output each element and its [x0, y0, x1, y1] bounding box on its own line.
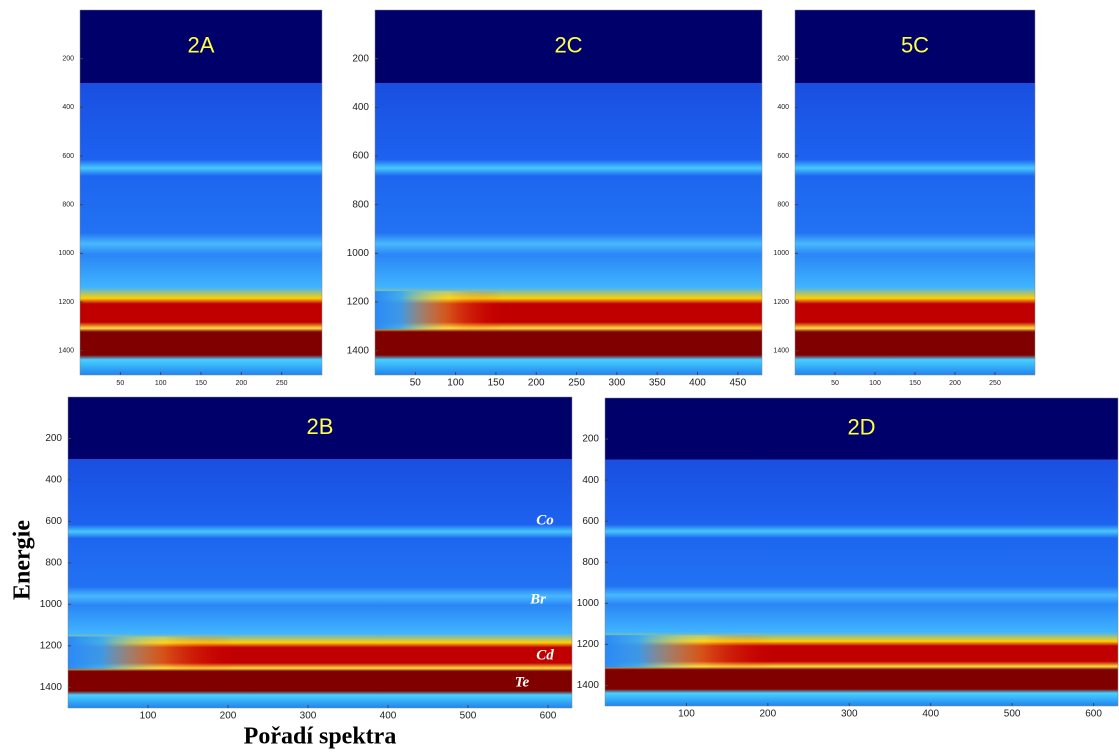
y-tick-label: 600	[777, 153, 789, 160]
x-tick-label: 150	[488, 378, 505, 389]
x-tick-label: 300	[609, 378, 626, 389]
x-tick-label: 200	[528, 378, 545, 389]
x-axis-label: Pořadí spektra	[244, 724, 397, 750]
y-tick-label: 200	[352, 53, 369, 64]
y-tick-label: 600	[45, 516, 62, 527]
y-tick-label: 800	[777, 202, 789, 209]
annotation: Co	[536, 512, 554, 528]
y-tick-label: 400	[45, 475, 62, 486]
y-tick-label: 400	[352, 102, 369, 113]
heatmap-fade	[375, 291, 588, 330]
y-tick-label: 1400	[58, 348, 74, 355]
y-tick-label: 800	[352, 199, 369, 210]
panel-title: 2C	[554, 32, 582, 57]
panel-title: 2D	[847, 415, 875, 440]
y-tick-label: 1200	[773, 299, 789, 306]
y-axis-label: Energie	[10, 520, 36, 600]
x-tick-label: 200	[760, 709, 777, 720]
y-tick-label: 1400	[773, 348, 789, 355]
x-tick-label: 50	[116, 380, 124, 387]
y-tick-label: 800	[582, 557, 599, 568]
plot-frame	[374, 9, 763, 376]
y-tick-label: 800	[45, 558, 62, 569]
x-tick-label: 150	[909, 380, 921, 387]
x-tick-label: 100	[447, 378, 464, 389]
heatmap-fade	[605, 635, 888, 668]
y-tick-label: 800	[62, 202, 74, 209]
y-tick-label: 1400	[347, 345, 370, 356]
y-tick-label: 1200	[347, 297, 370, 308]
y-tick-label: 1000	[773, 250, 789, 257]
plot-frame	[67, 396, 573, 709]
y-tick-label: 1400	[577, 680, 600, 691]
y-tick-label: 400	[582, 475, 599, 486]
x-tick-label: 350	[649, 378, 666, 389]
y-tick-label: 1000	[58, 250, 74, 257]
y-tick-label: 1000	[40, 599, 63, 610]
x-tick-label: 500	[460, 711, 477, 722]
y-tick-label: 1200	[577, 639, 600, 650]
x-tick-label: 150	[195, 380, 207, 387]
y-tick-label: 400	[62, 104, 74, 111]
y-tick-label: 200	[45, 433, 62, 444]
x-tick-label: 500	[1004, 709, 1021, 720]
x-tick-label: 450	[729, 378, 746, 389]
x-tick-label: 100	[869, 380, 881, 387]
heatmap	[80, 10, 322, 375]
x-tick-label: 200	[235, 380, 247, 387]
annotation: Te	[515, 674, 530, 690]
y-tick-label: 600	[582, 516, 599, 527]
y-tick-label: 600	[62, 153, 74, 160]
heatmap	[795, 10, 1035, 375]
y-tick-label: 200	[582, 434, 599, 445]
x-tick-label: 200	[220, 711, 237, 722]
x-tick-label: 300	[841, 709, 858, 720]
y-tick-label: 1400	[40, 682, 63, 693]
x-tick-label: 600	[1085, 709, 1102, 720]
y-tick-label: 1200	[58, 299, 74, 306]
y-tick-label: 1000	[347, 248, 370, 259]
heatmap-fade	[68, 636, 346, 670]
x-tick-label: 400	[922, 709, 939, 720]
x-tick-label: 200	[949, 380, 961, 387]
x-tick-label: 250	[568, 378, 585, 389]
x-tick-label: 100	[140, 711, 157, 722]
y-tick-label: 600	[352, 151, 369, 162]
annotation: Cd	[536, 647, 554, 663]
x-tick-label: 300	[300, 711, 317, 722]
x-tick-label: 250	[989, 380, 1001, 387]
x-tick-label: 400	[380, 711, 397, 722]
panel-title: 2A	[188, 32, 215, 57]
annotation: Br	[529, 591, 546, 607]
plot-frame	[604, 397, 1119, 707]
x-tick-label: 50	[410, 378, 422, 389]
x-tick-label: 100	[155, 380, 167, 387]
panel-title: 5C	[901, 32, 929, 57]
y-tick-label: 1200	[40, 640, 63, 651]
y-tick-label: 1000	[577, 598, 600, 609]
y-tick-label: 400	[777, 104, 789, 111]
x-tick-label: 100	[678, 709, 695, 720]
y-tick-label: 200	[62, 56, 74, 63]
x-tick-label: 250	[276, 380, 288, 387]
x-tick-label: 600	[540, 711, 557, 722]
y-tick-label: 200	[777, 56, 789, 63]
panel-title: 2B	[307, 414, 334, 439]
x-tick-label: 400	[689, 378, 706, 389]
x-tick-label: 50	[831, 380, 839, 387]
